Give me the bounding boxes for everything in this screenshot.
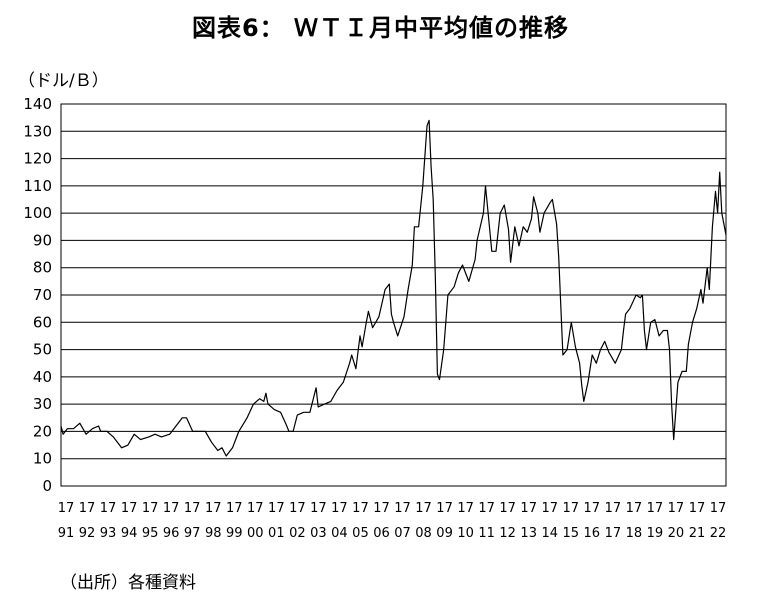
- x-tick-label: 22: [710, 526, 727, 541]
- source-note: （出所）各種資料: [60, 573, 196, 593]
- x-tick-label: 12: [499, 526, 516, 541]
- x-tick-label: 17: [668, 501, 685, 516]
- x-tick-label: 06: [373, 526, 390, 541]
- y-tick-label: 40: [33, 368, 52, 386]
- x-tick-label: 01: [268, 526, 285, 541]
- y-tick-label: 60: [33, 313, 52, 331]
- x-tick-label: 91: [58, 526, 75, 541]
- x-tick-label: 17: [626, 501, 643, 516]
- x-tick-label: 09: [436, 526, 453, 541]
- x-tick-label: 17: [457, 501, 474, 516]
- x-tick-label: 17: [184, 501, 201, 516]
- x-tick-label: 17: [58, 501, 75, 516]
- x-tick-label: 17: [436, 501, 453, 516]
- x-tick-label: 02: [289, 526, 306, 541]
- x-tick-label: 08: [415, 526, 432, 541]
- x-tick-label: 92: [79, 526, 96, 541]
- x-tick-label: 14: [541, 526, 558, 541]
- x-tick-label: 17: [373, 501, 390, 516]
- x-tick-label: 16: [584, 526, 601, 541]
- x-tick-label: 07: [394, 526, 411, 541]
- x-tick-label: 10: [457, 526, 474, 541]
- y-tick-label: 100: [23, 204, 52, 222]
- plot-frame: [60, 103, 727, 487]
- x-tick-label: 04: [331, 526, 348, 541]
- x-tick-label: 17: [541, 501, 558, 516]
- x-tick-label: 94: [121, 526, 138, 541]
- x-tick-label: 99: [226, 526, 243, 541]
- x-tick-label: 17: [394, 501, 411, 516]
- y-tick-label: 10: [33, 450, 52, 468]
- x-tick-label: 95: [142, 526, 159, 541]
- y-tick-label: 30: [33, 395, 52, 413]
- x-tick-label: 19: [647, 526, 664, 541]
- x-tick-label: 17: [584, 501, 601, 516]
- x-tick-label: 98: [205, 526, 222, 541]
- x-tick-label: 17: [605, 501, 622, 516]
- series-layer: [60, 119, 727, 457]
- y-tick-label: 130: [23, 122, 52, 140]
- y-tick-label: 80: [33, 259, 52, 277]
- y-tick-label: 50: [33, 341, 52, 359]
- series-line: [60, 119, 727, 457]
- x-tick-label: 17: [478, 501, 495, 516]
- x-tick-label: 17: [289, 501, 306, 516]
- x-tick-label: 17: [142, 501, 159, 516]
- x-tick-label: 05: [352, 526, 369, 541]
- x-tick-label: 17: [121, 501, 138, 516]
- y-axis-unit-label: （ドル/Ｂ）: [18, 71, 109, 91]
- x-tick-label: 11: [478, 526, 495, 541]
- x-tick-label: 17: [268, 501, 285, 516]
- y-axis-ticks: 0 10 20 30 40 50 60 70 80 90 100 110 120 130 140: [23, 95, 52, 495]
- x-tick-label: 18: [626, 526, 643, 541]
- y-tick-label: 110: [23, 177, 52, 195]
- x-tick-label: 17: [415, 501, 432, 516]
- x-tick-label: 17: [226, 501, 243, 516]
- x-tick-label: 13: [520, 526, 537, 541]
- x-tick-label: 00: [247, 526, 264, 541]
- x-tick-label: 17: [247, 501, 264, 516]
- x-tick-label: 17: [310, 501, 327, 516]
- y-tick-label: 140: [23, 95, 52, 113]
- x-tick-label: 20: [668, 526, 685, 541]
- x-tick-label: 17: [100, 501, 117, 516]
- y-tick-label: 90: [33, 231, 52, 249]
- x-tick-label: 03: [310, 526, 327, 541]
- x-tick-label: 17: [331, 501, 348, 516]
- x-tick-label: 17: [79, 501, 96, 516]
- x-tick-label: 17: [710, 501, 727, 516]
- x-tick-label: 17: [689, 501, 706, 516]
- x-tick-label: 21: [689, 526, 706, 541]
- y-tick-label: 20: [33, 422, 52, 440]
- x-tick-label: 17: [499, 501, 516, 516]
- chart-title: 図表6： ＷＴＩ月中平均値の推移: [191, 14, 570, 42]
- y-tick-label: 70: [33, 286, 52, 304]
- gridlines: [61, 130, 726, 460]
- y-tick-label: 0: [42, 477, 52, 495]
- y-tick-label: 120: [23, 150, 52, 168]
- x-tick-label: 15: [563, 526, 580, 541]
- x-tick-label: 17: [520, 501, 537, 516]
- x-tick-label: 17: [163, 501, 180, 516]
- x-tick-label: 97: [184, 526, 201, 541]
- x-tick-label: 17: [647, 501, 664, 516]
- x-tick-label: 93: [100, 526, 117, 541]
- x-tick-label: 17: [563, 501, 580, 516]
- x-axis-ticks: 17 91 17 92 17 93 17 94 17 95 17 96 17 97 17 98 17 99 17 00…: [58, 501, 727, 541]
- x-tick-label: 17: [352, 501, 369, 516]
- x-tick-label: 96: [163, 526, 180, 541]
- x-tick-label: 17: [605, 526, 622, 541]
- x-tick-label: 17: [205, 501, 222, 516]
